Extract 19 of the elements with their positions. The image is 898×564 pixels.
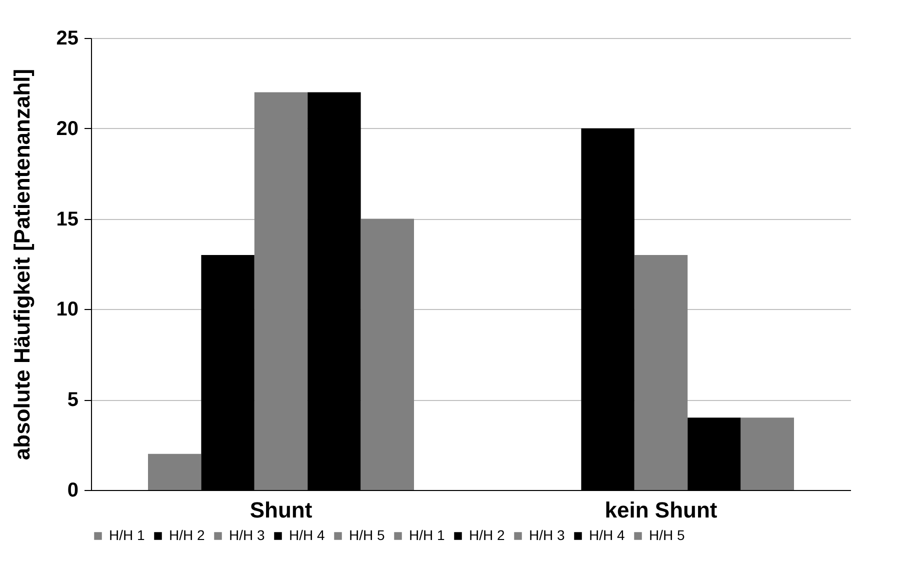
y-tick-label: 0: [67, 480, 78, 502]
legend-label: H/H 3: [529, 527, 565, 543]
x-tick-label: Shunt: [250, 498, 313, 522]
y-tick-label: 20: [56, 118, 78, 140]
legend-label: H/H 5: [349, 527, 385, 543]
y-tick-label: 25: [56, 28, 78, 50]
legend-label: H/H 4: [289, 527, 325, 543]
legend-label: H/H 5: [649, 527, 685, 543]
y-axis-title: absolute Häufigkeit [Patientenanzahl]: [9, 68, 34, 460]
legend-label: H/H 3: [229, 527, 265, 543]
legend-label: H/H 1: [409, 527, 445, 543]
y-tick-label: 15: [56, 208, 78, 230]
y-tick-label: 10: [56, 298, 78, 321]
x-tick-label: kein Shunt: [604, 498, 718, 522]
legend-label: H/H 2: [469, 527, 505, 543]
legend-label: H/H 1: [109, 527, 145, 543]
legend-label: H/H 4: [589, 527, 625, 543]
y-tick-label: 5: [67, 389, 78, 412]
legend-label: H/H 2: [169, 527, 205, 543]
